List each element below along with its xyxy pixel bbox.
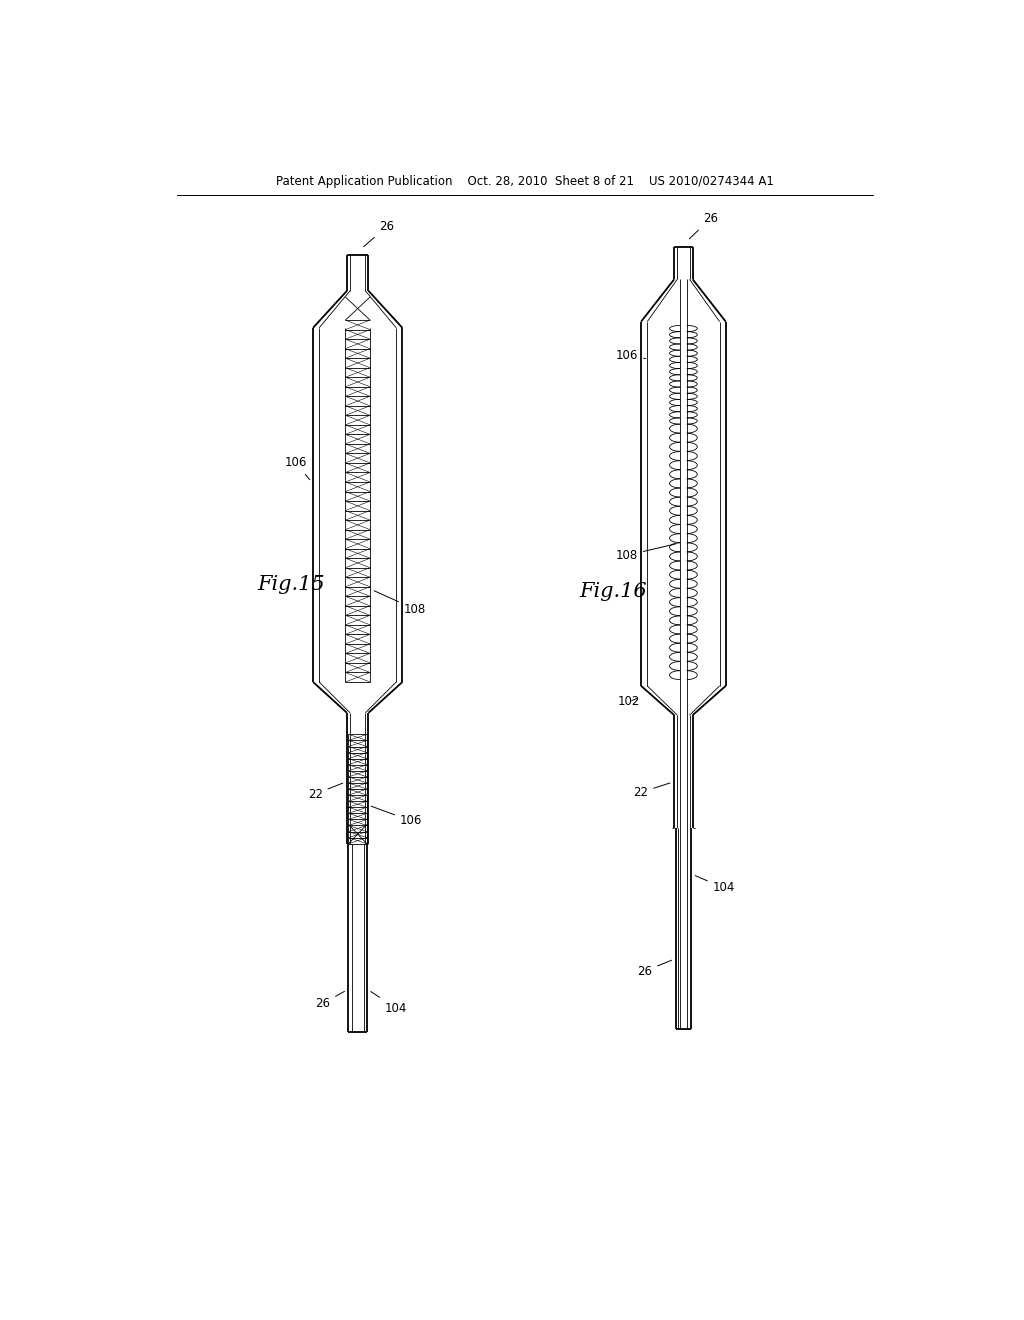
Text: 26: 26 <box>637 960 672 978</box>
Text: Fig.16: Fig.16 <box>580 582 647 602</box>
Text: 108: 108 <box>374 591 426 615</box>
Text: 102: 102 <box>617 696 640 708</box>
Text: 22: 22 <box>634 783 670 799</box>
Text: 104: 104 <box>371 991 407 1015</box>
Text: 22: 22 <box>307 783 343 800</box>
Text: 104: 104 <box>695 875 735 895</box>
Text: 106: 106 <box>371 807 423 828</box>
Text: 26: 26 <box>689 213 718 239</box>
Text: 106: 106 <box>285 457 309 479</box>
Text: Patent Application Publication    Oct. 28, 2010  Sheet 8 of 21    US 2010/027434: Patent Application Publication Oct. 28, … <box>275 176 774 187</box>
Text: 26: 26 <box>315 991 344 1010</box>
Text: Fig.15: Fig.15 <box>258 574 326 594</box>
Text: 26: 26 <box>364 220 394 247</box>
Text: 108: 108 <box>615 544 676 562</box>
Text: 106: 106 <box>615 348 646 362</box>
